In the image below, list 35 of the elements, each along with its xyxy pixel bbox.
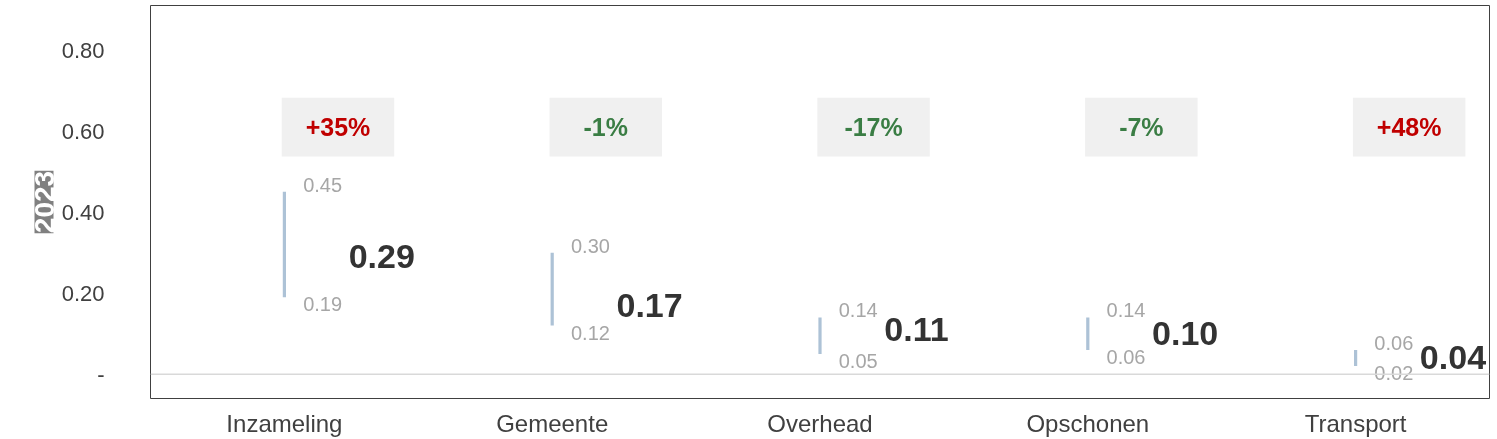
annotation: 0.29 xyxy=(348,237,415,276)
y-tick-label: 0.80 xyxy=(61,37,105,63)
bar xyxy=(1086,317,1090,350)
annotation: +35% xyxy=(305,113,371,142)
annotation: 0.30 xyxy=(570,234,610,257)
annotation: -7% xyxy=(1119,113,1164,142)
annotation: 0.14 xyxy=(838,299,878,322)
annotation: 0.05 xyxy=(838,349,878,372)
x-tick-label: Inzameling xyxy=(226,409,343,437)
y-tick-label: 0.60 xyxy=(61,118,105,144)
y-tick-label: 0.20 xyxy=(61,280,105,306)
x-tick-label: Overhead xyxy=(767,409,873,437)
annotation: 0.17 xyxy=(616,285,683,324)
annotation: 0.06 xyxy=(1106,345,1146,368)
annotation: 0.11 xyxy=(884,310,949,349)
annotation: 0.14 xyxy=(1106,299,1146,322)
bar xyxy=(1353,349,1358,367)
y-tick-label: - xyxy=(97,361,105,387)
text: 2023 xyxy=(28,170,60,234)
annotation: -1% xyxy=(583,113,628,142)
annotation: 0.10 xyxy=(1152,314,1219,353)
annotation: +48% xyxy=(1376,113,1442,142)
bar xyxy=(282,191,287,298)
x-tick-label: Opschonen xyxy=(1026,409,1150,437)
bar xyxy=(818,317,822,354)
x-tick-label: Transport xyxy=(1304,409,1407,437)
annotation: 0.19 xyxy=(303,293,343,316)
annotation: -17% xyxy=(844,113,903,142)
x-tick-label: Gemeente xyxy=(496,409,609,437)
annotation: 0.12 xyxy=(570,321,610,344)
annotation: 0.04 xyxy=(1419,338,1487,377)
annotation: 0.06 xyxy=(1374,331,1414,354)
bar xyxy=(550,252,554,326)
y-tick-label: 0.40 xyxy=(61,199,105,225)
annotation: 0.45 xyxy=(303,173,343,196)
